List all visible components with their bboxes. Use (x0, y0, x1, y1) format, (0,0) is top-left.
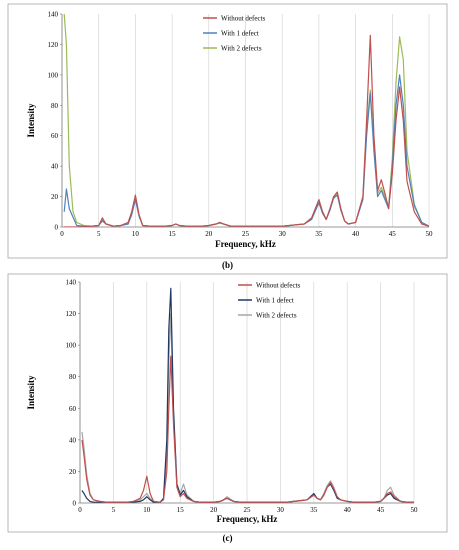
chart-frame (7, 3, 448, 259)
x-tick-label: 15 (177, 506, 185, 514)
y-tick-label: 100 (48, 71, 59, 79)
x-tick-label: 0 (60, 230, 64, 238)
series-line-0 (64, 34, 429, 227)
panel-label: (b) (222, 260, 233, 270)
y-tick-label: 40 (51, 163, 59, 171)
x-tick-label: 25 (242, 230, 250, 238)
x-tick-label: 30 (279, 230, 287, 238)
legend-label-1: With 1 defect (221, 30, 259, 38)
x-tick-label: 0 (78, 506, 82, 514)
y-tick-label: 120 (66, 310, 77, 318)
x-tick-label: 35 (315, 230, 323, 238)
x-tick-label: 20 (205, 230, 213, 238)
y-tick-label: 0 (55, 224, 59, 232)
y-tick-label: 0 (73, 500, 77, 508)
y-tick-label: 140 (48, 11, 59, 19)
legend-label-1: With 1 defect (256, 297, 294, 305)
y-tick-label: 60 (69, 405, 77, 413)
series-line-1 (63, 74, 429, 227)
legend-label-2: With 2 defects (256, 312, 297, 320)
y-tick-label: 40 (69, 436, 77, 444)
x-tick-label: 40 (344, 506, 352, 514)
series-line-2 (81, 313, 414, 503)
x-tick-label: 50 (426, 230, 434, 238)
y-tick-label: 60 (51, 132, 59, 140)
y-tick-label: 80 (51, 102, 59, 110)
x-tick-label: 45 (389, 230, 397, 238)
y-tick-label: 20 (51, 193, 59, 201)
x-tick-label: 40 (352, 230, 360, 238)
x-axis-title: Frequency, kHz (215, 239, 276, 249)
series-line-1 (81, 287, 414, 503)
x-tick-label: 10 (143, 506, 151, 514)
y-axis-title: Intensity (26, 103, 36, 138)
y-tick-label: 140 (66, 279, 77, 287)
chart-frame (7, 273, 448, 533)
x-axis-title: Frequency, kHz (217, 514, 278, 524)
y-tick-label: 100 (66, 342, 77, 350)
x-tick-label: 30 (277, 506, 285, 514)
legend-label-2: With 2 defects (221, 45, 262, 53)
x-tick-label: 20 (210, 506, 218, 514)
legend-label-0: Without defects (221, 15, 266, 23)
x-tick-label: 5 (97, 230, 101, 238)
y-tick-label: 20 (69, 468, 77, 476)
x-tick-label: 50 (411, 506, 419, 514)
panel-label: (c) (223, 533, 233, 543)
series-line-0 (81, 355, 414, 503)
x-tick-label: 5 (112, 506, 116, 514)
chart-panel-1: 0 5 10 15 20 25 30 35 40 45 50 0 20 40 60 80 100 120 140 Fr… (7, 273, 448, 543)
legend-label-0: Without defects (256, 282, 301, 290)
x-tick-label: 15 (169, 230, 177, 238)
x-tick-label: 25 (244, 506, 252, 514)
x-tick-label: 35 (310, 506, 318, 514)
y-tick-label: 80 (69, 373, 77, 381)
y-axis-title: Intensity (26, 375, 36, 410)
chart-panel-0: 0 5 10 15 20 25 30 35 40 45 50 0 20 40 60 80 100 120 140 Fr… (7, 3, 448, 270)
x-tick-label: 10 (132, 230, 140, 238)
x-tick-label: 45 (377, 506, 385, 514)
y-tick-label: 120 (48, 41, 59, 49)
